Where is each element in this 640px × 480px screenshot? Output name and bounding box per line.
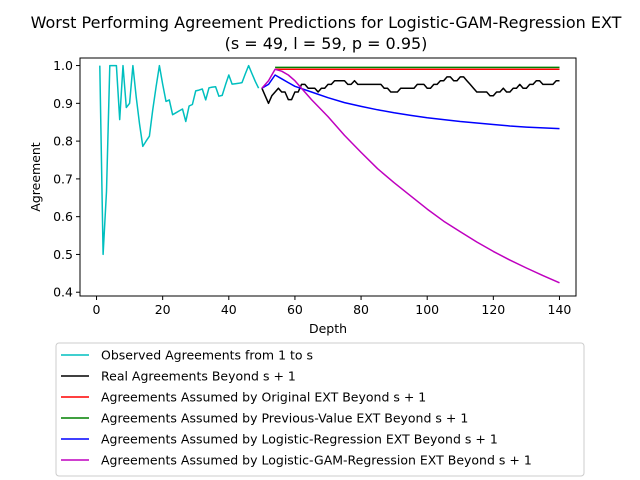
legend-label-2: Real Agreements Beyond s + 1 [101, 369, 296, 384]
y-tick-label: 0.5 [53, 247, 73, 262]
plot-frame [79, 57, 577, 297]
y-axis-label: Agreement [28, 142, 43, 212]
legend: Observed Agreements from 1 to s Real Agre… [55, 342, 585, 477]
legend-label-3: Agreements Assumed by Original EXT Beyon… [101, 390, 426, 405]
x-axis-label: Depth [309, 321, 347, 336]
x-tick-label: 100 [415, 302, 439, 317]
y-tick-label: 0.4 [53, 285, 73, 300]
y-axis: 0.4 0.5 0.6 0.7 0.8 0.9 1.0 [53, 58, 80, 300]
y-tick-label: 0.7 [53, 171, 73, 186]
legend-label-4: Agreements Assumed by Previous-Value EXT… [101, 411, 468, 426]
y-tick-label: 0.6 [53, 209, 73, 224]
legend-items: Observed Agreements from 1 to s Real Agre… [61, 348, 532, 468]
x-tick-label: 40 [221, 302, 237, 317]
legend-label-6: Agreements Assumed by Logistic-GAM-Regre… [101, 453, 532, 468]
y-tick-label: 0.9 [53, 96, 73, 111]
x-axis: 0 20 40 60 80 100 120 140 [93, 296, 572, 317]
x-tick-label: 20 [155, 302, 171, 317]
x-tick-label: 0 [93, 302, 101, 317]
legend-frame [55, 342, 585, 477]
x-tick-label: 60 [287, 302, 303, 317]
y-tick-label: 1.0 [53, 58, 73, 73]
x-tick-label: 80 [353, 302, 369, 317]
x-tick-label: 140 [548, 302, 572, 317]
series-line-6 [261, 68, 560, 284]
series-line-2 [261, 76, 560, 105]
plot-lines [99, 64, 560, 284]
series-line-5 [261, 74, 560, 130]
chart-title: Worst Performing Agreement Predictions f… [31, 13, 622, 32]
y-tick-label: 0.8 [53, 134, 73, 149]
x-tick-label: 120 [481, 302, 505, 317]
legend-label-1: Observed Agreements from 1 to s [101, 348, 313, 363]
legend-label-5: Agreements Assumed by Logistic-Regressio… [101, 432, 498, 447]
chart-subtitle: (s = 49, l = 59, p = 0.95) [225, 34, 428, 53]
series-line-1 [99, 64, 260, 256]
